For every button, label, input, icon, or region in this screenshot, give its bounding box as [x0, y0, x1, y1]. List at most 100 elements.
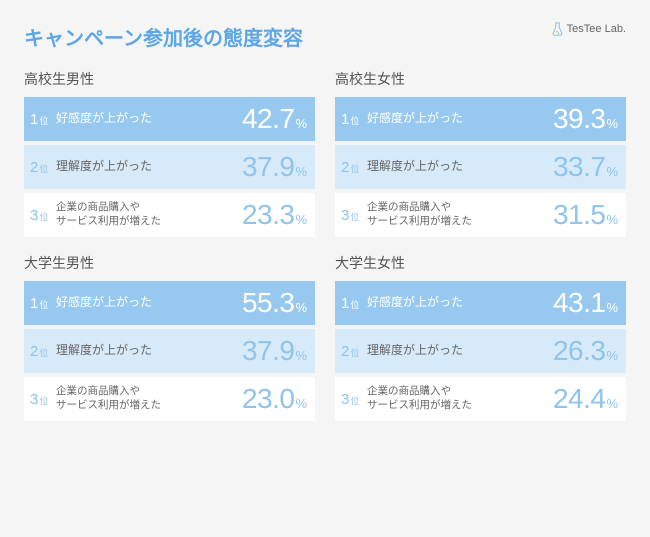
rank-badge: 1位: [30, 295, 56, 312]
rank-suffix: 位: [39, 210, 48, 223]
rank-suffix: 位: [350, 346, 359, 359]
percent-sign: %: [295, 164, 307, 179]
row-value: 37.9%: [242, 335, 307, 367]
percent-sign: %: [606, 396, 618, 411]
rank-row: 1位好感度が上がった42.7%: [24, 97, 315, 141]
flask-icon: [552, 22, 563, 36]
value-number: 37.9: [242, 335, 295, 367]
panel-title: 高校生女性: [335, 69, 626, 89]
row-label: 理解度が上がった: [56, 343, 242, 359]
percent-sign: %: [606, 212, 618, 227]
value-number: 42.7: [242, 103, 295, 135]
percent-sign: %: [295, 116, 307, 131]
rank-row: 2位理解度が上がった33.7%: [335, 145, 626, 189]
rank-suffix: 位: [350, 394, 359, 407]
value-number: 26.3: [553, 335, 606, 367]
percent-sign: %: [606, 116, 618, 131]
row-label: 理解度が上がった: [367, 343, 553, 359]
row-label: 企業の商品購入やサービス利用が増えた: [367, 385, 553, 412]
row-label: 好感度が上がった: [56, 111, 242, 127]
rank-row: 2位理解度が上がった37.9%: [24, 145, 315, 189]
row-label: 理解度が上がった: [367, 159, 553, 175]
rank-number: 3: [30, 207, 38, 224]
row-value: 55.3%: [242, 287, 307, 319]
panel-title: 大学生男性: [24, 253, 315, 273]
rank-suffix: 位: [350, 210, 359, 223]
rank-number: 2: [341, 159, 349, 176]
row-value: 23.0%: [242, 383, 307, 415]
panel: 高校生男性1位好感度が上がった42.7%2位理解度が上がった37.9%3位企業の…: [24, 69, 315, 241]
rank-number: 1: [30, 295, 38, 312]
value-number: 23.0: [242, 383, 295, 415]
rank-row: 3位企業の商品購入やサービス利用が増えた23.3%: [24, 193, 315, 237]
rank-suffix: 位: [350, 298, 359, 311]
rank-number: 1: [341, 295, 349, 312]
rank-badge: 2位: [30, 159, 56, 176]
rank-badge: 2位: [30, 343, 56, 360]
rank-number: 2: [30, 343, 38, 360]
rank-row: 1位好感度が上がった43.1%: [335, 281, 626, 325]
row-value: 23.3%: [242, 199, 307, 231]
panel: 高校生女性1位好感度が上がった39.3%2位理解度が上がった33.7%3位企業の…: [335, 69, 626, 241]
value-number: 37.9: [242, 151, 295, 183]
row-value: 31.5%: [553, 199, 618, 231]
rank-row: 1位好感度が上がった55.3%: [24, 281, 315, 325]
value-number: 23.3: [242, 199, 295, 231]
rank-suffix: 位: [39, 394, 48, 407]
row-label: 企業の商品購入やサービス利用が増えた: [56, 385, 242, 412]
row-value: 42.7%: [242, 103, 307, 135]
percent-sign: %: [295, 212, 307, 227]
percent-sign: %: [295, 396, 307, 411]
percent-sign: %: [295, 348, 307, 363]
rank-row: 3位企業の商品購入やサービス利用が増えた24.4%: [335, 377, 626, 421]
row-label: 企業の商品購入やサービス利用が増えた: [56, 201, 242, 228]
row-value: 33.7%: [553, 151, 618, 183]
rank-number: 3: [341, 391, 349, 408]
rank-badge: 2位: [341, 159, 367, 176]
percent-sign: %: [606, 300, 618, 315]
rank-suffix: 位: [39, 162, 48, 175]
value-number: 24.4: [553, 383, 606, 415]
rank-badge: 3位: [341, 391, 367, 408]
rank-number: 2: [30, 159, 38, 176]
row-value: 26.3%: [553, 335, 618, 367]
rank-row: 1位好感度が上がった39.3%: [335, 97, 626, 141]
panels-grid: 高校生男性1位好感度が上がった42.7%2位理解度が上がった37.9%3位企業の…: [24, 69, 626, 425]
rank-row: 2位理解度が上がった37.9%: [24, 329, 315, 373]
row-label: 企業の商品購入やサービス利用が増えた: [367, 201, 553, 228]
rank-badge: 2位: [341, 343, 367, 360]
rank-badge: 1位: [341, 111, 367, 128]
percent-sign: %: [606, 348, 618, 363]
rank-number: 3: [30, 391, 38, 408]
panel: 大学生男性1位好感度が上がった55.3%2位理解度が上がった37.9%3位企業の…: [24, 253, 315, 425]
rank-row: 3位企業の商品購入やサービス利用が増えた31.5%: [335, 193, 626, 237]
rank-badge: 3位: [30, 207, 56, 224]
rank-number: 2: [341, 343, 349, 360]
value-number: 33.7: [553, 151, 606, 183]
panel-title: 高校生男性: [24, 69, 315, 89]
value-number: 43.1: [553, 287, 606, 319]
value-number: 31.5: [553, 199, 606, 231]
brand-text: TesTee Lab.: [567, 23, 626, 35]
value-number: 55.3: [242, 287, 295, 319]
percent-sign: %: [295, 300, 307, 315]
row-value: 43.1%: [553, 287, 618, 319]
rank-row: 3位企業の商品購入やサービス利用が増えた23.0%: [24, 377, 315, 421]
row-label: 好感度が上がった: [56, 295, 242, 311]
rank-row: 2位理解度が上がった26.3%: [335, 329, 626, 373]
rank-number: 3: [341, 207, 349, 224]
rank-badge: 3位: [30, 391, 56, 408]
rank-suffix: 位: [350, 114, 359, 127]
rank-badge: 1位: [341, 295, 367, 312]
rank-badge: 1位: [30, 111, 56, 128]
rank-suffix: 位: [39, 298, 48, 311]
row-value: 39.3%: [553, 103, 618, 135]
row-value: 24.4%: [553, 383, 618, 415]
percent-sign: %: [606, 164, 618, 179]
row-label: 好感度が上がった: [367, 111, 553, 127]
page-title: キャンペーン参加後の態度変容: [24, 22, 626, 51]
rank-number: 1: [341, 111, 349, 128]
panel-title: 大学生女性: [335, 253, 626, 273]
value-number: 39.3: [553, 103, 606, 135]
row-value: 37.9%: [242, 151, 307, 183]
